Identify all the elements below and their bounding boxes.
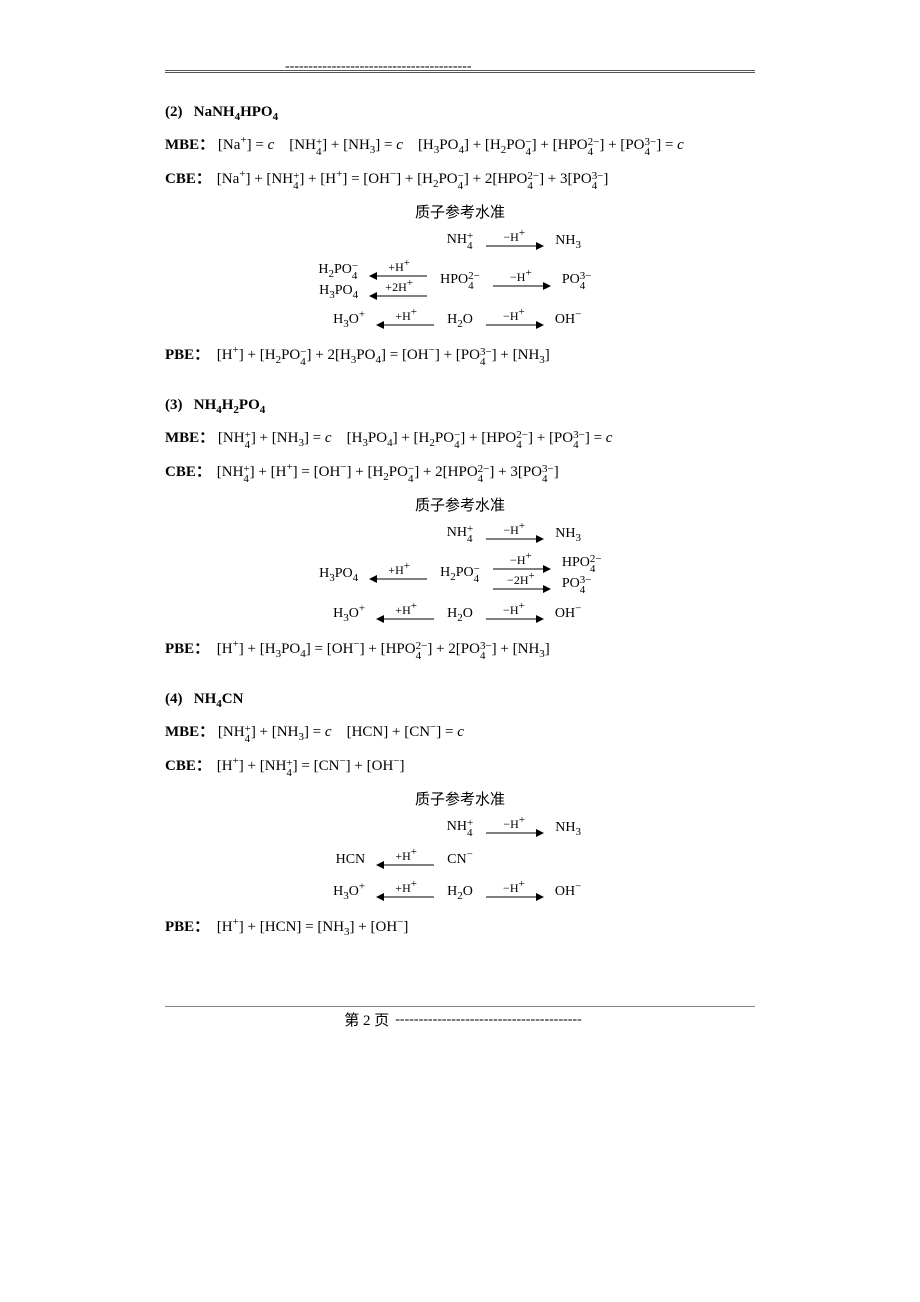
arrow-right-icon bbox=[491, 281, 551, 291]
arrow-right-icon bbox=[484, 892, 544, 902]
section-3-num: (3) bbox=[165, 397, 183, 413]
ref-heading-3: 质子参考水准 bbox=[165, 494, 755, 515]
diagram-2: NH+4 −H+ NH3 H2PO−4 H3PO4 +H+ +2H+ HPO2−… bbox=[260, 228, 660, 333]
footer-dash-right: ---------------------------------------- bbox=[389, 1012, 587, 1028]
s2-cbe: CBE： [Na+] + [NH+4] + [H+] = [OH−] + [H2… bbox=[165, 167, 755, 191]
arrow-left-icon bbox=[369, 271, 429, 281]
s2-pbe: PBE： [H+] + [H2PO−4] + 2[H3PO4] = [OH−] … bbox=[165, 343, 755, 367]
arrow-right-icon bbox=[491, 584, 551, 594]
ref-heading-2: 质子参考水准 bbox=[165, 201, 755, 222]
mbe-label: MBE： bbox=[165, 133, 214, 154]
arrow-right-icon bbox=[484, 534, 544, 544]
arrow-right-icon bbox=[484, 320, 544, 330]
arrow-left-icon bbox=[369, 574, 429, 584]
arrow-left-icon bbox=[376, 892, 436, 902]
s3-mbe: MBE： [NH+4] + [NH3] = c [H3PO4] + [H2PO−… bbox=[165, 426, 755, 450]
arrow-left-icon bbox=[369, 291, 429, 301]
section-4-title: (4) NH4CN bbox=[165, 691, 755, 708]
page-footer: 第 2 页 ----------------------------------… bbox=[165, 1006, 755, 1030]
arrow-left-icon bbox=[376, 860, 436, 870]
top-rule: ---------------------------------------- bbox=[165, 70, 755, 76]
top-dashes: ---------------------------------------- bbox=[285, 59, 471, 75]
s4-mbe: MBE： [NH+4] + [NH3] = c [HCN] + [CN−] = … bbox=[165, 720, 755, 744]
arrow-left-icon bbox=[376, 320, 436, 330]
arrow-right-icon bbox=[484, 241, 544, 251]
section-2-title: (2) NaNH4HPO4 bbox=[165, 104, 755, 121]
s2-mbe: MBE： [Na+] = c [NH+4] + [NH3] = c [H3PO4… bbox=[165, 133, 755, 157]
section-3-title: (3) NH4H2PO4 bbox=[165, 397, 755, 414]
pbe-label: PBE： bbox=[165, 343, 213, 364]
arrow-right-icon bbox=[484, 614, 544, 624]
page: ----------------------------------------… bbox=[0, 0, 920, 1070]
page-number: 第 2 页 bbox=[344, 1009, 389, 1030]
diagram-3: NH+4 −H+ NH3 H3PO4 +H+ H2PO−4 −H+ −2H+ bbox=[260, 521, 660, 627]
cbe-label: CBE： bbox=[165, 167, 213, 188]
section-2-num: (2) bbox=[165, 104, 183, 120]
diagram-4: NH+4 −H+ NH3 HCN +H+ CN− H3O+ +H+ H2O bbox=[260, 815, 660, 905]
arrow-right-icon bbox=[484, 828, 544, 838]
arrow-left-icon bbox=[376, 614, 436, 624]
s3-cbe: CBE： [NH+4] + [H+] = [OH−] + [H2PO−4] + … bbox=[165, 460, 755, 484]
s4-cbe: CBE： [H+] + [NH+4] = [CN−] + [OH−] bbox=[165, 754, 755, 778]
s4-pbe: PBE： [H+] + [HCN] = [NH3] + [OH−] bbox=[165, 915, 755, 936]
s3-pbe: PBE： [H+] + [H3PO4] = [OH−] + [HPO2−4] +… bbox=[165, 637, 755, 661]
ref-heading-4: 质子参考水准 bbox=[165, 788, 755, 809]
section-4-num: (4) bbox=[165, 691, 183, 707]
